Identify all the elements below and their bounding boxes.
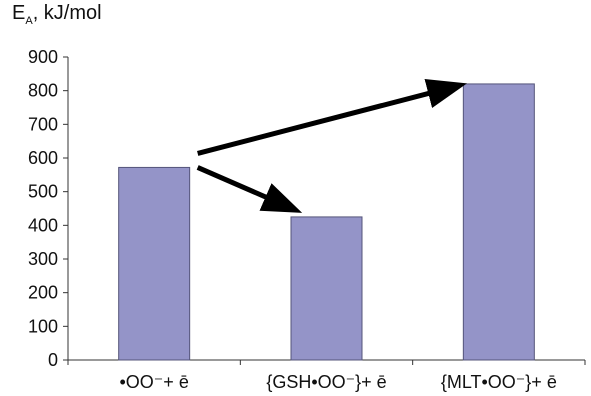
x-tick-label: {GSH•OO⁻}+ ē — [266, 372, 386, 392]
y-tick-label: 900 — [28, 47, 58, 67]
y-tick-label: 800 — [28, 81, 58, 101]
bar-2 — [462, 83, 535, 361]
y-tick-label: 600 — [28, 148, 58, 168]
y-axis-label-subscript: A — [25, 15, 33, 27]
y-axis-label-unit: , kJ/mol — [32, 2, 102, 24]
y-tick-label: 300 — [28, 249, 58, 269]
y-tick-label: 0 — [48, 350, 58, 370]
arrow-down — [196, 165, 303, 213]
bar-0 — [118, 166, 191, 361]
y-tick-label: 200 — [28, 283, 58, 303]
arrow-up — [197, 78, 468, 156]
y-tick-label: 400 — [28, 215, 58, 235]
bar-1 — [290, 216, 363, 361]
y-axis-label: EA, kJ/mol — [12, 2, 102, 27]
y-tick-label: 100 — [28, 316, 58, 336]
y-tick-label: 700 — [28, 114, 58, 134]
tick-labels: 0 100 200 300 400 500 600 700 800 900 •OO⁻+ ē {GSH•… — [28, 47, 557, 392]
y-axis-label-symbol: E — [12, 2, 26, 24]
x-tick-label: {MLT•OO⁻}+ ē — [441, 372, 557, 392]
bars — [118, 83, 535, 361]
y-tick-label: 500 — [28, 182, 58, 202]
x-tick-label: •OO⁻+ ē — [120, 372, 189, 392]
arrows — [196, 78, 468, 213]
